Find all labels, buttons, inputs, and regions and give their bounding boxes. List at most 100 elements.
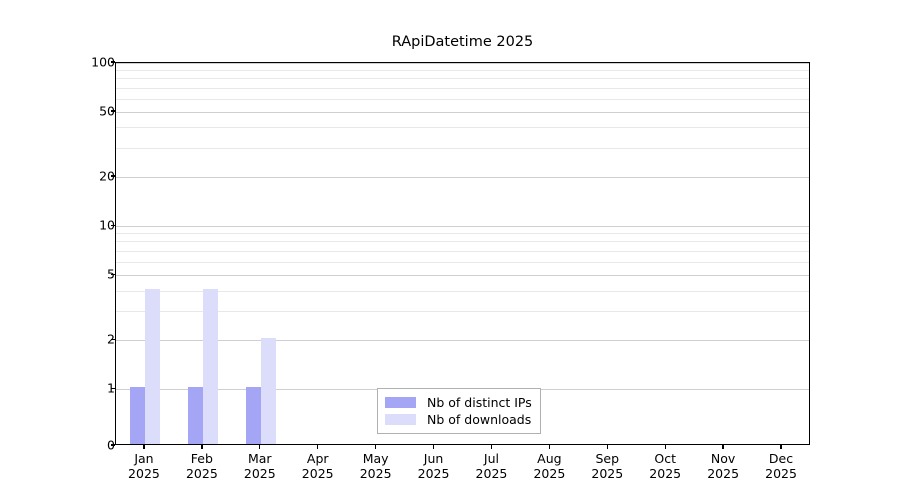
- x-axis-tick-year: 2025: [301, 466, 334, 481]
- chart-legend: Nb of distinct IPs Nb of downloads: [377, 388, 541, 434]
- x-axis-tick-label: Sep 2025: [572, 451, 642, 481]
- x-axis-tick-mark: [259, 445, 261, 449]
- x-axis-tick-mark: [548, 445, 551, 449]
- x-axis-tick-month: Sep: [595, 451, 620, 466]
- x-axis-tick-year: 2025: [128, 466, 160, 481]
- x-axis-tick-year: 2025: [243, 466, 276, 481]
- y-axis-tick-label: 2: [73, 333, 115, 346]
- x-axis-tick-label: Aug 2025: [514, 451, 584, 481]
- x-axis-tick-label: Feb 2025: [167, 451, 237, 481]
- x-axis-tick-year: 2025: [533, 466, 566, 481]
- bar-downloads: [202, 289, 218, 444]
- x-axis-tick-month: Jun: [423, 451, 444, 466]
- gridline: [116, 339, 809, 341]
- bar-distinct-ips: [245, 387, 261, 444]
- y-axis-tick-label: 10: [99, 217, 115, 233]
- x-axis-tick-mark: [432, 445, 435, 449]
- bar-downloads: [144, 289, 160, 444]
- x-axis-tick-mark: [374, 445, 377, 449]
- x-axis-tick-month: Dec: [768, 451, 794, 466]
- y-axis-tick-label: 0: [73, 439, 115, 452]
- x-axis-tick-year: 2025: [649, 466, 682, 481]
- y-axis-tick-mark: [111, 387, 115, 389]
- gridline: [116, 310, 809, 312]
- legend-label: Nb of downloads: [427, 411, 532, 427]
- gridline: [116, 261, 809, 263]
- x-axis-tick-month: Jul: [483, 451, 499, 466]
- y-axis-tick-label: 50: [99, 103, 115, 119]
- gridline: [116, 233, 809, 235]
- legend-label: Nb of distinct IPs: [427, 394, 532, 410]
- bar-distinct-ips: [187, 387, 203, 444]
- y-axis-tick-mark: [111, 273, 115, 275]
- y-axis-tick-label: 100: [91, 54, 115, 70]
- x-axis-tick-mark: [490, 445, 493, 449]
- x-axis-tick-month: Jan: [134, 451, 154, 466]
- gridline: [116, 147, 809, 149]
- x-axis-tick-label: Mar 2025: [225, 451, 295, 481]
- x-axis-tick-label: Jan 2025: [109, 451, 179, 481]
- x-axis-tick-label: Oct 2025: [630, 451, 700, 481]
- legend-swatch: [385, 397, 416, 408]
- y-axis-tick-mark: [111, 444, 115, 446]
- x-axis-tick-month: Mar: [247, 451, 272, 466]
- legend-item-downloads[interactable]: Nb of downloads: [385, 411, 532, 428]
- gridline: [116, 63, 809, 64]
- legend-item-distinct-ips[interactable]: Nb of distinct IPs: [385, 394, 532, 411]
- x-axis-tick-mark: [143, 445, 145, 449]
- x-axis-tick-label: Apr 2025: [283, 451, 353, 481]
- x-axis-tick-label: Jun 2025: [399, 451, 469, 481]
- gridline: [116, 250, 809, 252]
- x-axis-tick-mark: [201, 445, 203, 449]
- gridline: [116, 98, 809, 100]
- x-axis-tick-year: 2025: [417, 466, 450, 481]
- gridline: [116, 127, 809, 129]
- y-axis-tick-label: 5: [73, 268, 115, 281]
- gridline: [116, 290, 809, 292]
- y-axis-tick-label: 1: [73, 382, 115, 395]
- x-axis-tick-label: May 2025: [341, 451, 411, 481]
- x-axis-tick-label: Nov 2025: [688, 451, 758, 481]
- x-axis-tick-year: 2025: [359, 466, 392, 481]
- legend-swatch: [385, 414, 416, 425]
- gridline: [116, 241, 809, 243]
- y-axis-tick-label: 20: [99, 168, 115, 184]
- x-axis-tick-label: Jul 2025: [456, 451, 526, 481]
- y-axis: 0 1 2 5 10 20 50 100: [63, 56, 115, 452]
- x-axis-tick-label: Dec 2025: [746, 451, 816, 481]
- y-axis-tick-mark: [111, 110, 115, 112]
- y-axis-ticks: [111, 61, 115, 446]
- x-axis-tick-mark: [780, 445, 782, 449]
- x-axis-tick-month: Nov: [710, 451, 736, 466]
- x-axis-tick-mark: [317, 445, 319, 449]
- x-axis-tick-year: 2025: [707, 466, 740, 481]
- y-axis-tick-mark: [111, 338, 115, 340]
- gridline: [116, 225, 809, 227]
- gridline: [116, 87, 809, 89]
- x-axis-tick-month: Apr: [306, 451, 329, 466]
- x-axis-tick-year: 2025: [185, 466, 218, 481]
- gridline: [116, 176, 809, 178]
- bar-distinct-ips: [129, 387, 145, 444]
- gridline: [116, 69, 809, 71]
- bar-downloads: [260, 338, 276, 444]
- x-axis: Jan 2025 Feb 2025 Mar 2025 Apr 2025 May 2025 Jun 20…: [115, 445, 810, 495]
- x-axis-tick-mark: [606, 445, 608, 449]
- plot-area: [115, 62, 810, 445]
- x-axis-tick-month: May: [362, 451, 389, 466]
- y-axis-tick-mark: [111, 175, 115, 177]
- x-axis-tick-mark: [664, 445, 666, 449]
- x-axis-tick-month: Oct: [654, 451, 677, 466]
- gridline: [116, 274, 809, 276]
- x-axis-tick-month: Aug: [537, 451, 562, 466]
- x-axis-tick-year: 2025: [765, 466, 797, 481]
- x-axis-tick-year: 2025: [475, 466, 508, 481]
- y-axis-tick-mark: [111, 61, 115, 63]
- x-axis-tick-month: Feb: [190, 451, 213, 466]
- gridline: [116, 78, 809, 80]
- gridline: [116, 111, 809, 113]
- x-axis-tick-mark: [722, 445, 724, 449]
- x-axis-tick-year: 2025: [591, 466, 624, 481]
- chart-title: RApiDatetime 2025: [391, 34, 534, 50]
